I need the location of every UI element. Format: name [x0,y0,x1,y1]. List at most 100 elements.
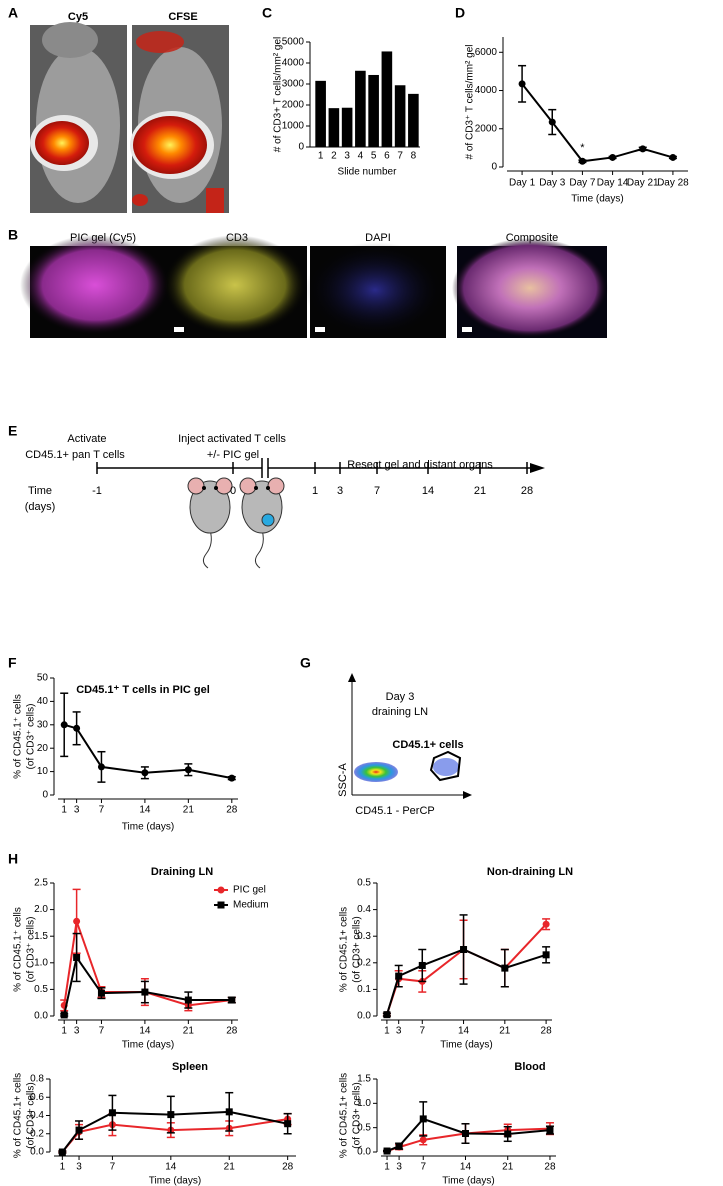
bar [328,108,340,147]
x-tick-label: Day 3 [539,178,566,189]
marker [184,996,192,1004]
timeline-tick-label: 3 [337,485,343,497]
x-tick-label: 21 [183,1026,195,1037]
marker [60,1011,68,1019]
marker [228,996,236,1004]
marker [546,1126,554,1134]
x-tick-label: 14 [458,1026,470,1037]
x-axis-label: Time (days) [122,1040,174,1051]
x-tick-label: 3 [76,1162,82,1173]
population [354,762,398,782]
chart-title: Spleen [172,1061,208,1073]
ear [267,477,285,495]
x-tick-label: 3 [396,1026,402,1037]
x-axis-label: Time (days) [440,1040,492,1051]
x-tick-label: 1 [60,1162,66,1173]
x-tick-label: Day 7 [569,178,596,189]
marker [542,951,550,959]
x-tick-label: 3 [396,1162,402,1173]
plot-title: draining LN [372,706,428,718]
panel-label: H [8,851,18,867]
y-tick-label: 0.4 [357,904,371,915]
y-tick-label: 0.2 [30,1128,44,1139]
y-tick-label: 0.3 [357,931,371,942]
line [61,1118,288,1153]
arrowhead [463,791,472,799]
x-tick-label: 4 [358,151,364,162]
x-tick-label: 5 [371,151,377,162]
stain [452,238,608,338]
x-tick-label: 28 [544,1162,556,1173]
step-label: Inject activated T cells [178,433,286,445]
x-tick-label: 7 [99,805,105,816]
plot-title: Day 3 [386,691,415,703]
x-tick-label: 1 [61,1026,67,1037]
arrowhead [530,463,545,473]
marker [73,917,81,925]
signal [35,121,89,165]
scale-bar [174,327,184,332]
y-tick-label: 3000 [282,79,305,90]
x-tick-label: 3 [74,1026,80,1037]
chart-title: Non-draining LN [487,866,573,878]
y-tick-label: 20 [37,743,49,754]
y-tick-label: 1.5 [34,931,48,942]
marker [217,901,225,909]
timeline-tick-label: 21 [474,485,486,497]
x-tick-label: 28 [226,1026,238,1037]
marker [639,145,647,153]
x-axis-label: Time (days) [571,194,623,205]
line [61,1110,288,1153]
bar [408,93,419,147]
step-label: Resect gel and distant organs [347,459,493,471]
x-tick-label: 21 [502,1162,514,1173]
x-tick-label: 14 [139,805,151,816]
gate [429,750,462,782]
line [521,83,674,163]
bar [341,107,353,147]
population [433,758,459,776]
marker [518,80,526,88]
signal [132,194,148,206]
x-tick-label: 14 [139,1026,151,1037]
body [189,480,231,534]
y-axis-label: (of CD3⁺ cells) [26,917,37,983]
x-tick-label: Day 14 [597,178,629,189]
y-tick-label: 0.0 [34,1011,48,1022]
y-tick-label: 10 [37,766,49,777]
y-tick-label: 2000 [282,100,305,111]
marker [542,920,550,928]
x-axis-label: Time (days) [149,1176,201,1186]
y-tick-label: 4000 [475,85,498,96]
marker [669,153,677,161]
x-tick-label: 8 [411,151,417,162]
y-tick-label: 1.0 [357,1098,371,1109]
panel-label: B [8,227,18,243]
y-tick-label: 0 [298,142,304,153]
y-tick-label: 2000 [475,123,498,134]
line [385,923,547,1015]
axis-label: SSC-A [337,763,349,797]
y-tick-label: 2.5 [34,878,48,889]
timeline-tick-label: 28 [521,485,533,497]
marker [58,1148,66,1156]
stain [163,235,307,335]
y-tick-label: 1.0 [34,957,48,968]
timeline-tick-label: 14 [422,485,434,497]
marker [609,153,617,161]
marker [217,886,225,894]
y-axis-label: % of CD45.1+ cells [339,1073,350,1158]
y-axis-label: (of CD3+ cells) [352,1082,363,1148]
marker [97,989,105,997]
y-tick-label: 0.5 [357,878,371,889]
marker [419,1115,427,1123]
bar [381,51,393,148]
x-tick-label: 7 [397,151,403,162]
marker [460,946,468,953]
x-tick-label: Day 1 [509,178,536,189]
bar [315,80,326,147]
eye [254,486,258,490]
marker [504,1130,512,1138]
gel [261,513,275,527]
y-axis-label: % of CD45.1+ cells [13,1073,24,1158]
